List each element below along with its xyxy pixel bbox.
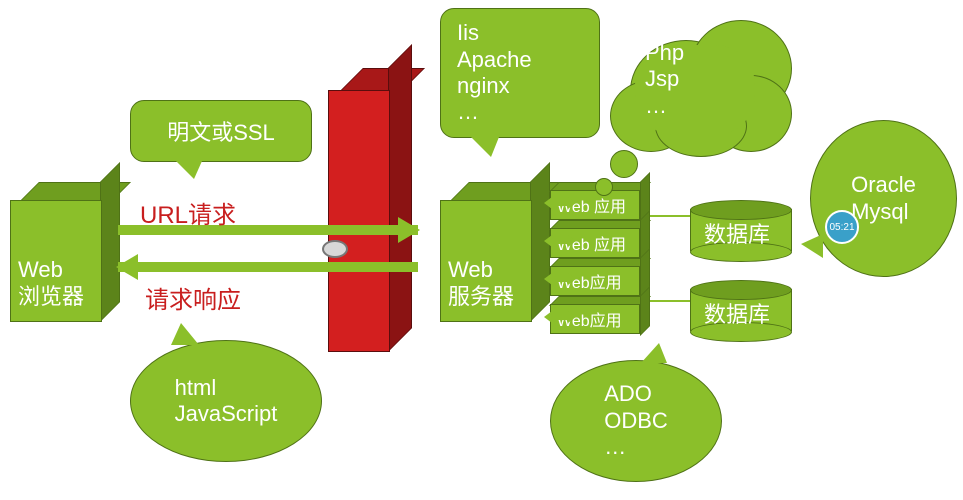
oval-html-tail xyxy=(171,323,199,345)
database-bottom-label: 数据库 xyxy=(704,302,770,328)
server-label: Web 服务器 xyxy=(448,257,514,310)
oval-oracle-text: Oracle Mysql xyxy=(851,172,916,225)
database-top-label: 数据库 xyxy=(704,222,770,248)
timestamp-badge: 05:21 xyxy=(825,210,859,244)
bubble-ssl-text: 明文或SSL xyxy=(167,115,275,147)
arrow-request-label: URL请求 xyxy=(140,195,236,230)
arrow-response-label: 请求响应 xyxy=(145,280,241,315)
browser-label: Web 浏览器 xyxy=(18,257,84,310)
firewall-box xyxy=(328,90,388,350)
database-top: 数据库 xyxy=(690,200,790,260)
bubble-ssl: 明文或SSL xyxy=(130,100,312,162)
arrow-response xyxy=(118,262,418,272)
firewall-hole xyxy=(322,240,348,258)
cloud-php-text: Php Jsp … xyxy=(645,40,684,119)
bubble-ado-text: ADO ODBC … xyxy=(604,381,668,460)
cloud-php: Php Jsp … xyxy=(600,10,790,160)
bubble-iis: Iis Apache nginx … xyxy=(440,8,600,138)
bubble-iis-text: Iis Apache nginx … xyxy=(457,20,532,126)
timestamp-text: 05:21 xyxy=(829,222,854,233)
bubble-ado: ADO ODBC … xyxy=(550,360,722,482)
oval-oracle-tail xyxy=(801,234,823,258)
diagram-stage: { "colors": { "green_main": "#8bbf2a", "… xyxy=(0,0,963,500)
browser-box: Web 浏览器 xyxy=(10,200,100,320)
oval-html: html JavaScript xyxy=(130,340,322,462)
oval-html-text: html JavaScript xyxy=(175,375,278,428)
oval-oracle: Oracle Mysql xyxy=(810,120,957,277)
database-bottom: 数据库 xyxy=(690,280,790,340)
server-box: Web 服务器 xyxy=(440,200,530,320)
